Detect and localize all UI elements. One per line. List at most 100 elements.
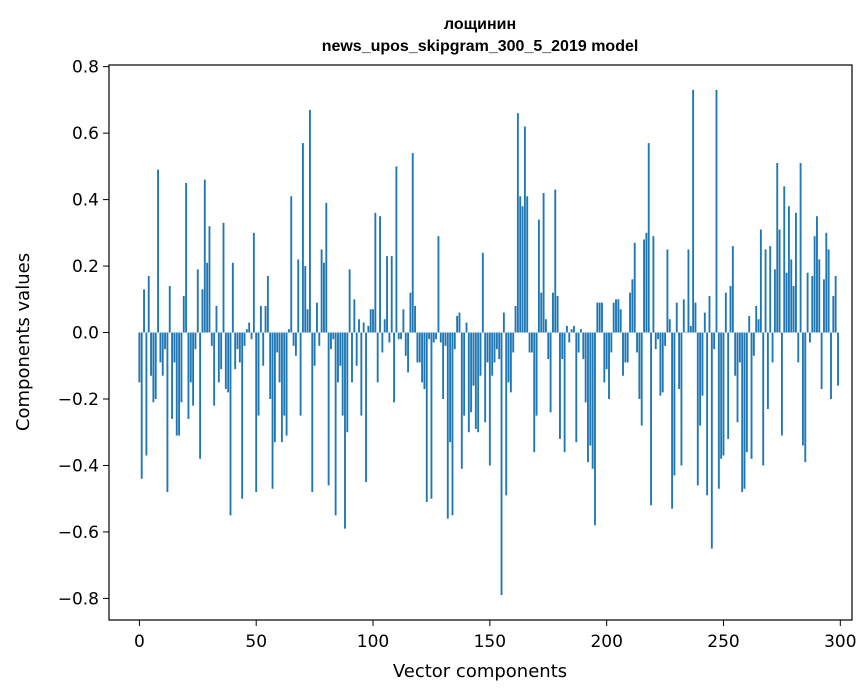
bar — [729, 286, 732, 333]
bar — [802, 332, 804, 446]
bar — [273, 332, 276, 443]
y-axis: −0.8 −0.6 −0.4 −0.2 0.0 0.2 0.4 0.6 0.8 — [58, 58, 109, 609]
bar — [654, 332, 657, 350]
bar — [430, 332, 433, 499]
bar — [306, 309, 309, 333]
bar — [138, 332, 141, 383]
bar — [381, 332, 384, 353]
bar — [467, 332, 470, 433]
y-tick-label: 0.2 — [72, 257, 99, 277]
bar — [528, 332, 531, 353]
bar — [283, 332, 286, 416]
bar — [474, 332, 477, 429]
x-axis: 0 50 100 150 200 250 300 — [134, 620, 857, 652]
bar — [570, 329, 573, 333]
bar — [783, 186, 786, 333]
bar — [785, 272, 788, 333]
bar — [608, 332, 610, 399]
plot-frame — [108, 64, 853, 621]
bar — [563, 332, 566, 453]
bar — [516, 113, 519, 333]
bar — [540, 292, 543, 333]
bar — [759, 229, 762, 333]
bar — [832, 295, 835, 333]
y-tick-label: −0.4 — [58, 456, 99, 476]
bar — [773, 269, 776, 333]
bar — [727, 332, 730, 439]
bar — [757, 319, 760, 333]
bar — [477, 332, 480, 433]
bar — [734, 332, 737, 376]
bar — [189, 332, 192, 383]
bar — [615, 299, 617, 333]
bar — [252, 232, 255, 333]
bar — [631, 279, 634, 333]
bar — [552, 292, 554, 333]
bar — [421, 332, 424, 383]
bar — [185, 182, 188, 333]
bar — [180, 332, 183, 403]
bar — [601, 302, 603, 333]
bar — [666, 249, 669, 333]
bar — [362, 322, 365, 333]
bar — [827, 249, 830, 333]
bar — [346, 332, 349, 433]
bar — [715, 89, 718, 333]
bar — [264, 305, 267, 333]
bar-series — [138, 89, 839, 596]
bar — [143, 289, 145, 333]
bar — [491, 332, 494, 376]
bar — [171, 332, 174, 419]
bar — [276, 332, 279, 353]
bar — [589, 332, 592, 446]
bar — [575, 332, 578, 443]
y-tick-label: −0.8 — [58, 589, 99, 609]
bar — [194, 332, 197, 350]
bar — [248, 322, 251, 333]
bar — [521, 206, 524, 333]
bar — [425, 332, 428, 503]
bar — [266, 276, 269, 333]
bar — [348, 269, 351, 333]
bar — [787, 206, 790, 333]
y-tick-label: −0.6 — [58, 523, 99, 543]
bar — [227, 332, 230, 393]
bar — [435, 332, 438, 340]
bar — [502, 312, 505, 333]
bar — [689, 325, 692, 333]
bar — [722, 332, 725, 456]
bar — [159, 332, 162, 363]
bar — [397, 332, 400, 340]
bar — [811, 276, 814, 333]
bar — [820, 332, 823, 390]
bar — [481, 252, 484, 333]
bar — [449, 332, 452, 443]
bar — [587, 332, 589, 463]
bar — [292, 332, 295, 346]
bar — [168, 286, 171, 333]
bar — [245, 329, 248, 333]
bar — [743, 332, 746, 489]
bar — [355, 332, 358, 366]
bar — [278, 332, 281, 383]
bar — [400, 332, 402, 340]
y-tick-label: 0.0 — [72, 324, 99, 344]
bar — [229, 332, 232, 516]
chart-title-line-1: лощинин — [444, 16, 516, 33]
x-tick-label: 200 — [590, 632, 622, 652]
bar — [755, 305, 758, 333]
bar — [164, 332, 167, 350]
bar — [231, 262, 234, 333]
bar — [573, 325, 575, 333]
bar — [285, 332, 288, 436]
bar — [259, 305, 262, 333]
bar — [582, 332, 585, 360]
bar — [220, 332, 223, 370]
bar — [830, 332, 832, 399]
bar — [687, 249, 690, 333]
bar — [367, 325, 370, 333]
bar — [203, 179, 206, 333]
bar — [797, 332, 800, 363]
y-axis-label: Components values — [13, 253, 34, 431]
bar — [325, 202, 328, 333]
